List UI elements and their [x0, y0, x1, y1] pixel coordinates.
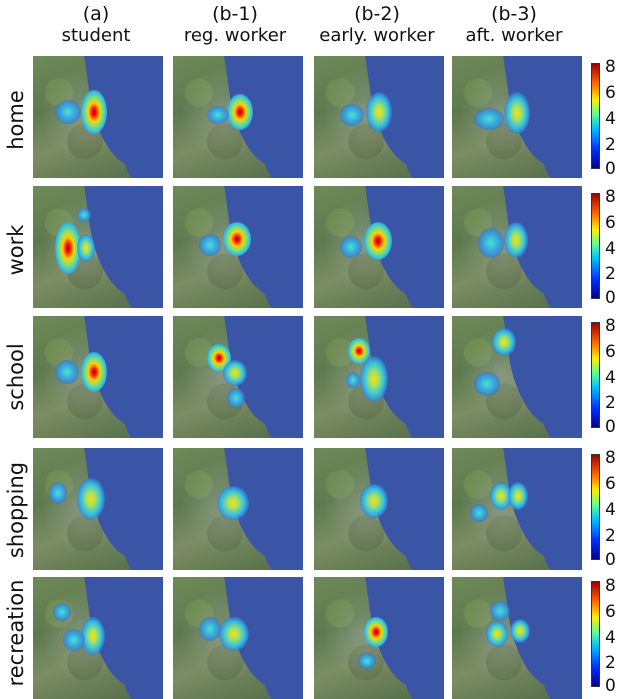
heatmap-panel-school-student	[33, 316, 163, 438]
colorbar-tick: 2	[605, 653, 616, 673]
heatmap-panel-work-early	[314, 186, 444, 308]
column-tag: (b-2)	[354, 3, 400, 25]
heatmap-panel-home-regular	[173, 56, 303, 178]
colorbar-tick: 8	[605, 57, 616, 77]
colorbar-tick: 2	[605, 135, 616, 155]
heatmap-panel-home-afternoon	[452, 56, 582, 178]
heatmap-panel-shopping-afternoon	[452, 448, 582, 570]
colorbar-tick: 6	[605, 602, 616, 622]
column-label: early. worker	[319, 25, 435, 46]
colorbar-tick: 4	[605, 239, 616, 259]
column-header-a: (a) student	[31, 3, 161, 47]
heatmap-panel-work-afternoon	[452, 186, 582, 308]
colorbar-tick: 4	[605, 368, 616, 388]
colorbar-tick: 8	[605, 448, 616, 468]
colorbar-work	[591, 193, 600, 299]
colorbar-tick: 8	[605, 187, 616, 207]
column-tag: (b-1)	[212, 3, 258, 25]
column-tag: (a)	[82, 3, 110, 25]
colorbar-tick: 4	[605, 500, 616, 520]
colorbar-tick: 8	[605, 316, 616, 336]
colorbar-tick: 2	[605, 393, 616, 413]
heatmap-panel-recreation-early	[314, 577, 444, 699]
heatmap-panel-school-afternoon	[452, 316, 582, 438]
column-header-b1: (b-1) reg. worker	[170, 3, 300, 47]
colorbar-home	[591, 63, 600, 169]
column-header-b2: (b-2) early. worker	[312, 3, 442, 47]
heatmap-panel-home-student	[33, 56, 163, 178]
heatmap-panel-work-regular	[173, 186, 303, 308]
heatmap-panel-shopping-student	[33, 448, 163, 570]
colorbar-tick: 0	[605, 159, 616, 179]
colorbar-tick: 0	[605, 676, 616, 696]
colorbar-tick: 8	[605, 576, 616, 596]
heatmap-panel-home-early	[314, 56, 444, 178]
colorbar-tick: 2	[605, 264, 616, 284]
heatmap-panel-school-early	[314, 316, 444, 438]
column-header-b3: (b-3) aft. worker	[449, 3, 579, 47]
colorbar-tick: 0	[605, 288, 616, 308]
colorbar-tick: 6	[605, 342, 616, 362]
colorbar-tick: 0	[605, 550, 616, 570]
colorbar-shopping	[591, 454, 600, 560]
colorbar-tick: 0	[605, 417, 616, 437]
colorbar-tick: 2	[605, 526, 616, 546]
colorbar-tick: 6	[605, 83, 616, 103]
heatmap-panel-recreation-student	[33, 577, 163, 699]
heatmap-panel-work-student	[33, 186, 163, 308]
heatmap-panel-shopping-regular	[173, 448, 303, 570]
heatmap-panel-recreation-afternoon	[452, 577, 582, 699]
colorbar-recreation	[591, 581, 600, 687]
heatmap-panel-school-regular	[173, 316, 303, 438]
heatmap-panel-recreation-regular	[173, 577, 303, 699]
heatmap-panel-shopping-early	[314, 448, 444, 570]
colorbar-tick: 4	[605, 109, 616, 129]
column-label: student	[61, 25, 131, 46]
column-tag: (b-3)	[491, 3, 537, 25]
column-label: aft. worker	[465, 25, 563, 46]
column-label: reg. worker	[183, 25, 287, 46]
colorbar-school	[591, 322, 600, 428]
colorbar-tick: 6	[605, 213, 616, 233]
colorbar-tick: 6	[605, 474, 616, 494]
colorbar-tick: 4	[605, 628, 616, 648]
